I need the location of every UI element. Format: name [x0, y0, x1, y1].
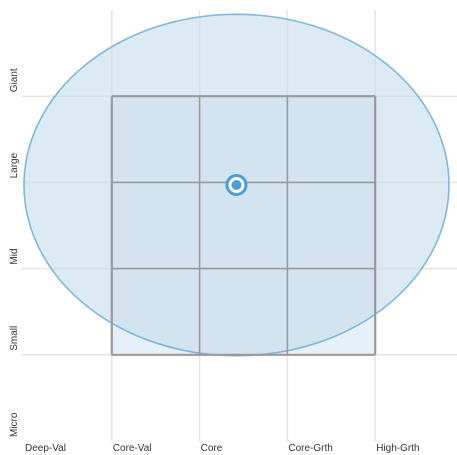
- y-tick-label: Small: [9, 326, 20, 351]
- centroid: [225, 173, 248, 196]
- x-tick-label: Core: [201, 443, 223, 454]
- x-tick-label: Core-Val: [113, 443, 152, 454]
- style-box-lines: [110, 95, 377, 356]
- y-axis-ticks: Micro Small Mid Large Giant: [9, 68, 20, 437]
- x-tick-label: High-Grth: [376, 443, 419, 454]
- y-tick-label: Giant: [9, 68, 20, 92]
- x-tick-label: Deep-Val: [25, 443, 66, 454]
- y-tick-label: Large: [9, 152, 20, 178]
- x-axis-ticks: Deep-Val Core-Val Core Core-Grth High-Grth: [25, 443, 420, 454]
- x-tick-label: Core-Grth: [288, 443, 332, 454]
- centroid-dot: [231, 179, 242, 190]
- y-tick-label: Micro: [9, 412, 20, 437]
- y-tick-label: Mid: [9, 248, 20, 264]
